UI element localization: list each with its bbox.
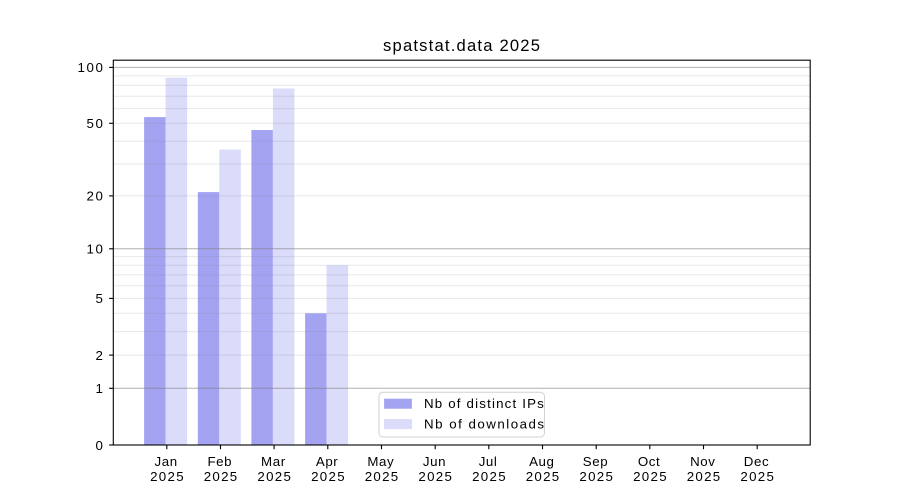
svg-text:Oct: Oct: [638, 454, 661, 469]
svg-text:Apr: Apr: [316, 454, 339, 469]
svg-text:2025: 2025: [472, 469, 507, 484]
svg-text:Nb of distinct IPs: Nb of distinct IPs: [424, 396, 545, 411]
svg-text:Jul: Jul: [479, 454, 498, 469]
svg-text:2025: 2025: [687, 469, 722, 484]
svg-text:Aug: Aug: [529, 454, 554, 469]
svg-text:2025: 2025: [257, 469, 292, 484]
svg-text:10: 10: [87, 242, 105, 257]
svg-text:Jun: Jun: [423, 454, 446, 469]
svg-text:50: 50: [87, 116, 105, 131]
svg-text:May: May: [367, 454, 394, 469]
svg-text:Mar: Mar: [261, 454, 286, 469]
svg-text:20: 20: [87, 189, 105, 204]
svg-text:2025: 2025: [204, 469, 239, 484]
svg-text:2025: 2025: [311, 469, 346, 484]
svg-text:1: 1: [96, 381, 105, 396]
svg-text:2: 2: [96, 348, 105, 363]
svg-text:5: 5: [96, 291, 105, 306]
svg-text:2025: 2025: [633, 469, 668, 484]
svg-text:100: 100: [78, 60, 105, 75]
svg-text:Feb: Feb: [207, 454, 232, 469]
svg-text:2025: 2025: [526, 469, 561, 484]
svg-text:0: 0: [96, 438, 105, 453]
svg-text:2025: 2025: [150, 469, 185, 484]
svg-text:2025: 2025: [365, 469, 400, 484]
svg-text:Nb of downloads: Nb of downloads: [424, 417, 546, 432]
svg-text:2025: 2025: [579, 469, 614, 484]
svg-text:Sep: Sep: [583, 454, 608, 469]
svg-text:Jan: Jan: [154, 454, 177, 469]
svg-text:2025: 2025: [740, 469, 775, 484]
svg-text:spatstat.data 2025: spatstat.data 2025: [383, 36, 541, 55]
svg-text:Nov: Nov: [690, 454, 715, 469]
svg-text:2025: 2025: [418, 469, 453, 484]
svg-text:Dec: Dec: [744, 454, 769, 469]
